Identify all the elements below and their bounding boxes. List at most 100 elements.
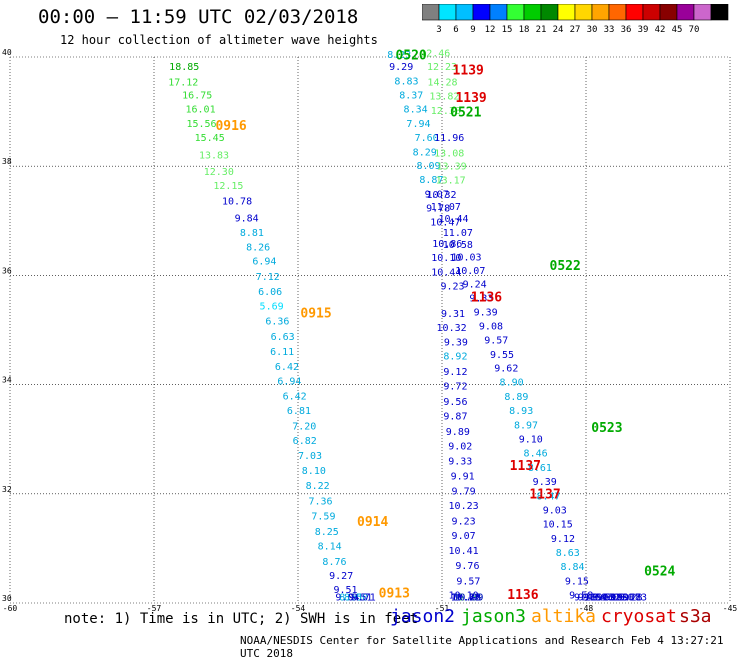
- track-pass-label: 1137: [510, 459, 541, 474]
- swh-value: 9.99: [605, 592, 629, 603]
- swh-value: 13.82: [429, 92, 459, 103]
- track-pass-label: 0521: [450, 106, 481, 121]
- swh-value: 8.87: [419, 175, 443, 186]
- swh-value: 10.07: [455, 266, 485, 277]
- swh-value: 9.02: [448, 442, 472, 453]
- swh-value: 8.23: [387, 50, 411, 61]
- swh-value: 9.55: [490, 350, 514, 361]
- swh-value: 8.22: [306, 481, 330, 492]
- track-pass-label: 0520: [395, 49, 426, 64]
- swh-value: 8.10: [302, 466, 326, 477]
- track-pass-label: 0522: [550, 259, 581, 274]
- swh-value: 7.94: [406, 119, 430, 130]
- swh-value: 11.96: [434, 133, 464, 144]
- swh-value: 6.94: [252, 256, 276, 267]
- swh-value: 10.44: [431, 267, 461, 278]
- swh-value: 7.36: [309, 497, 333, 508]
- swh-value: 10.07: [611, 592, 641, 603]
- swh-value: 15.45: [195, 133, 225, 144]
- swh-value: 9.15: [578, 592, 602, 603]
- swh-value: 9.79: [452, 486, 476, 497]
- swh-value: 9.33: [448, 456, 472, 467]
- swh-value: 10.12: [451, 592, 481, 603]
- track-pass-label: 0524: [644, 565, 675, 580]
- swh-value: 10.23: [449, 501, 479, 512]
- swh-value: 11.26: [451, 592, 481, 603]
- colorbar-tick-label: 21: [536, 25, 547, 35]
- swh-value: 8.83: [394, 76, 418, 87]
- swh-value: 9.62: [494, 363, 518, 374]
- lat-tick-label: 34: [2, 376, 12, 385]
- lat-tick-label: 32: [2, 485, 12, 494]
- swh-value: 13.08: [434, 148, 464, 159]
- swh-value: 9.31: [441, 309, 465, 320]
- swh-value: 9.72: [443, 382, 467, 393]
- track-pass-label: 1137: [529, 488, 560, 503]
- swh-value: 8.29: [413, 147, 437, 158]
- swh-value: 8.47: [537, 491, 561, 502]
- swh-value: 10.99: [453, 592, 483, 603]
- swh-value: 11.07: [443, 228, 473, 239]
- swh-value: 10.32: [437, 323, 467, 334]
- lon-tick-label: -51: [435, 604, 450, 613]
- swh-value: 9.84: [235, 213, 259, 224]
- swh-value: 8.63: [556, 548, 580, 559]
- footnote: note: 1) Time is in UTC; 2) SWH is in fe…: [64, 611, 419, 627]
- swh-value: 9.33: [469, 294, 493, 305]
- swh-value: 9.76: [455, 561, 479, 572]
- colorbar-tick-label: 30: [587, 25, 598, 35]
- swh-value: 9.50: [592, 592, 616, 603]
- swh-value: 6.42: [275, 362, 299, 373]
- swh-value: 9.57: [456, 576, 480, 587]
- swh-value: 8.14: [318, 541, 342, 552]
- swh-value: 8.61: [528, 463, 552, 474]
- credit-line: NOAA/NESDIS Center for Satellite Applica…: [240, 634, 724, 660]
- swh-value: 9.78: [426, 204, 450, 215]
- lon-tick-label: -54: [291, 604, 306, 613]
- swh-value: 17.12: [168, 77, 198, 88]
- swh-value: 8.37: [399, 90, 423, 101]
- swh-value: 8.51: [339, 592, 363, 603]
- swh-value: 10.78: [451, 592, 481, 603]
- swh-value: 9.24: [463, 279, 487, 290]
- colorbar-tick-label: 45: [672, 25, 683, 35]
- swh-value: 5.69: [260, 301, 284, 312]
- track-pass-label: 0916: [215, 119, 246, 134]
- swh-value: 9.03: [543, 505, 567, 516]
- swh-value: 7.59: [311, 511, 335, 522]
- swh-value: 6.81: [287, 406, 311, 417]
- swh-value: 9.91: [451, 472, 475, 483]
- swh-value: 9.15: [565, 576, 589, 587]
- swh-value: 10.88: [451, 592, 481, 603]
- swh-value: 8.09: [417, 161, 441, 172]
- swh-value: 9.57: [484, 336, 508, 347]
- lon-tick-label: -60: [3, 604, 18, 613]
- swh-value: 9.04: [335, 592, 359, 603]
- colorbar-tick-label: 27: [570, 25, 581, 35]
- swh-value: 10.44: [438, 214, 468, 225]
- swh-value: 8.93: [509, 406, 533, 417]
- swh-value: 12.38: [431, 106, 461, 117]
- swh-value: 13.17: [436, 176, 466, 187]
- swh-value: 10.32: [426, 190, 456, 201]
- track-pass-label: 0914: [357, 515, 388, 530]
- swh-value: 7.60: [415, 133, 439, 144]
- swh-value: 9.08: [479, 321, 503, 332]
- swh-value: 6.06: [258, 287, 282, 298]
- swh-value: 16.01: [186, 105, 216, 116]
- colorbar-tick-label: 24: [553, 25, 564, 35]
- swh-value: 9.39: [474, 307, 498, 318]
- swh-value: 9.71: [352, 592, 376, 603]
- swh-value: 12.30: [204, 167, 234, 178]
- swh-value: 9.08: [601, 592, 625, 603]
- swh-value: 10.78: [222, 196, 252, 207]
- swh-value: 8.26: [246, 242, 270, 253]
- swh-value: 9.12: [443, 367, 467, 378]
- swh-value: 9.32: [597, 592, 621, 603]
- swh-value: 11.22: [451, 592, 481, 603]
- colorbar-tick-label: 6: [453, 25, 458, 35]
- swh-value: 8.90: [500, 378, 524, 389]
- swh-value: 10.47: [430, 218, 460, 229]
- swh-value: 10.10: [449, 591, 479, 602]
